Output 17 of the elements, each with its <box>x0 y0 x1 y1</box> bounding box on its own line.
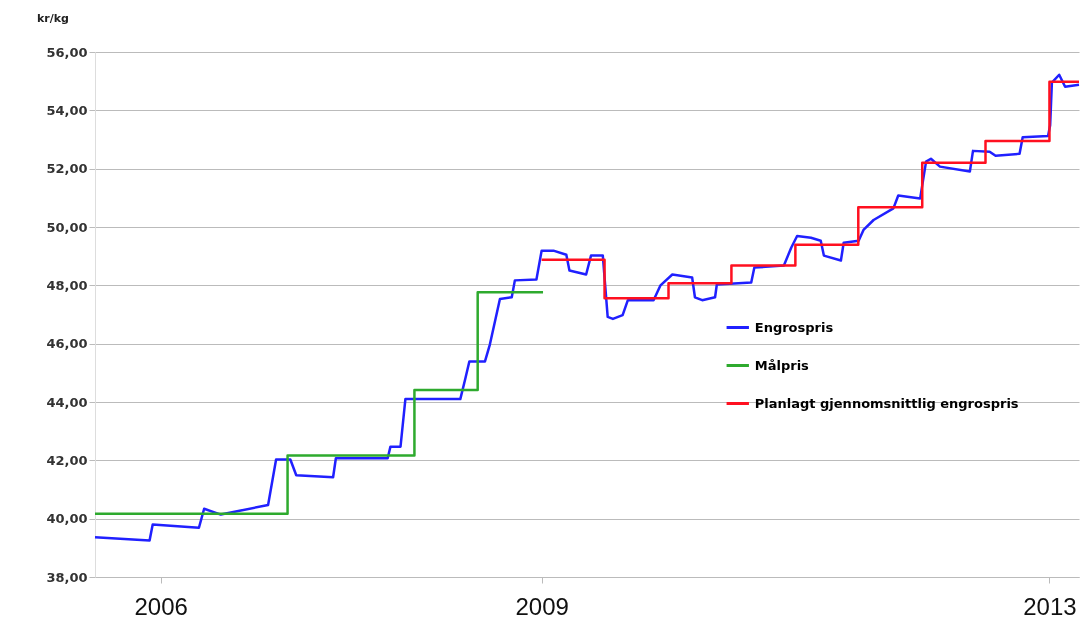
y-tick-label: 48,00 <box>46 277 88 293</box>
y-tick-label: 52,00 <box>46 161 88 177</box>
y-tick-label: 44,00 <box>46 394 88 410</box>
x-tick-label: 2006 <box>134 592 188 620</box>
y-tick-label: 56,00 <box>46 44 88 60</box>
y-tick-label: 50,00 <box>46 219 88 235</box>
legend-label: Planlagt gjennomsnittlig engrospris <box>754 395 1019 411</box>
legend-label: Engrospris <box>754 319 834 335</box>
x-tick-label: 2009 <box>515 592 569 620</box>
y-axis-title: kr/kg <box>37 12 69 25</box>
y-tick-label: 40,00 <box>46 511 88 527</box>
y-tick-label: 38,00 <box>46 569 88 585</box>
y-tick-label: 42,00 <box>46 452 88 468</box>
y-tick-label: 46,00 <box>46 336 88 352</box>
x-tick-label: 2013 <box>1023 592 1077 620</box>
y-tick-label: 54,00 <box>46 102 88 118</box>
legend-label: Målpris <box>754 357 810 373</box>
